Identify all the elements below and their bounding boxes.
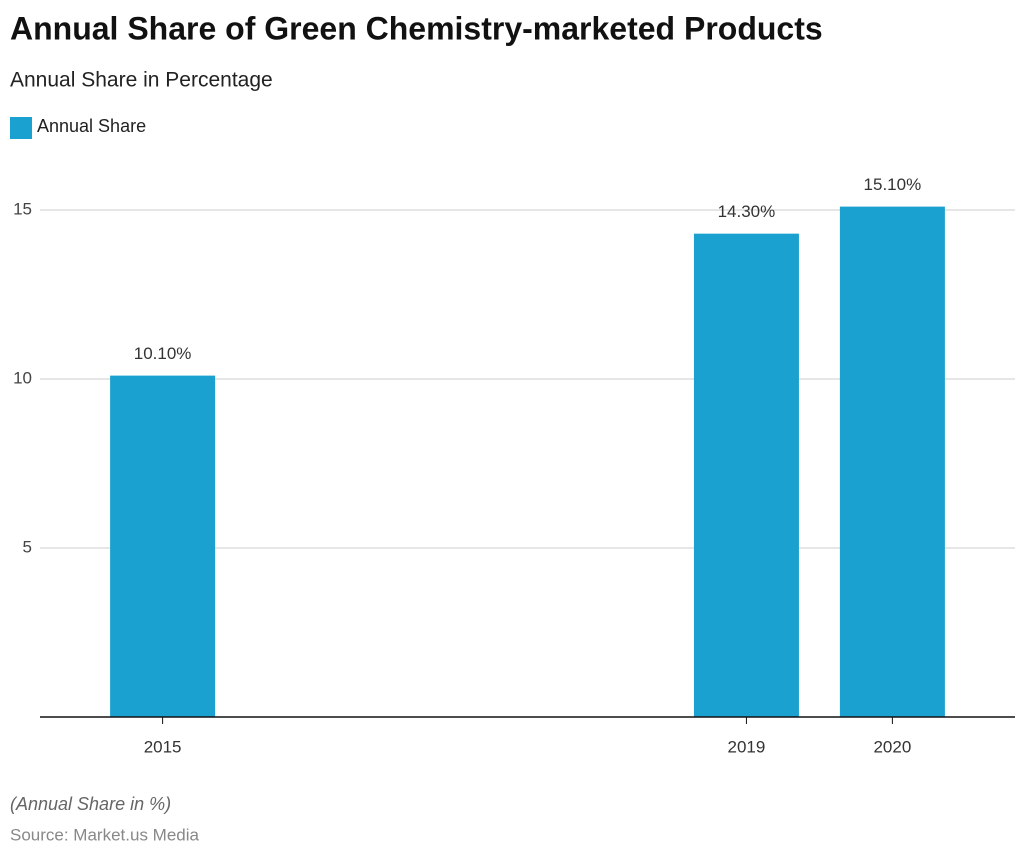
chart-subtitle: Annual Share in Percentage bbox=[10, 69, 273, 92]
y-tick-label: 5 bbox=[23, 537, 32, 556]
x-tick-label: 2015 bbox=[144, 737, 182, 756]
source: Source: Market.us Media bbox=[10, 825, 200, 844]
y-tick-label: 15 bbox=[13, 199, 32, 218]
bar bbox=[110, 375, 216, 717]
y-tick-label: 10 bbox=[13, 368, 32, 387]
note: (Annual Share in %) bbox=[10, 794, 171, 814]
x-tick-label: 2020 bbox=[873, 737, 911, 756]
value-label: 14.30% bbox=[718, 202, 776, 221]
value-label: 15.10% bbox=[864, 175, 922, 194]
chart-title: Annual Share of Green Chemistry-marketed… bbox=[10, 10, 823, 46]
legend-swatch bbox=[10, 117, 32, 139]
x-tick-label: 2019 bbox=[728, 737, 766, 756]
value-label: 10.10% bbox=[134, 344, 192, 363]
bar bbox=[839, 206, 945, 717]
legend-label: Annual Share bbox=[37, 116, 146, 136]
bar bbox=[693, 233, 799, 717]
